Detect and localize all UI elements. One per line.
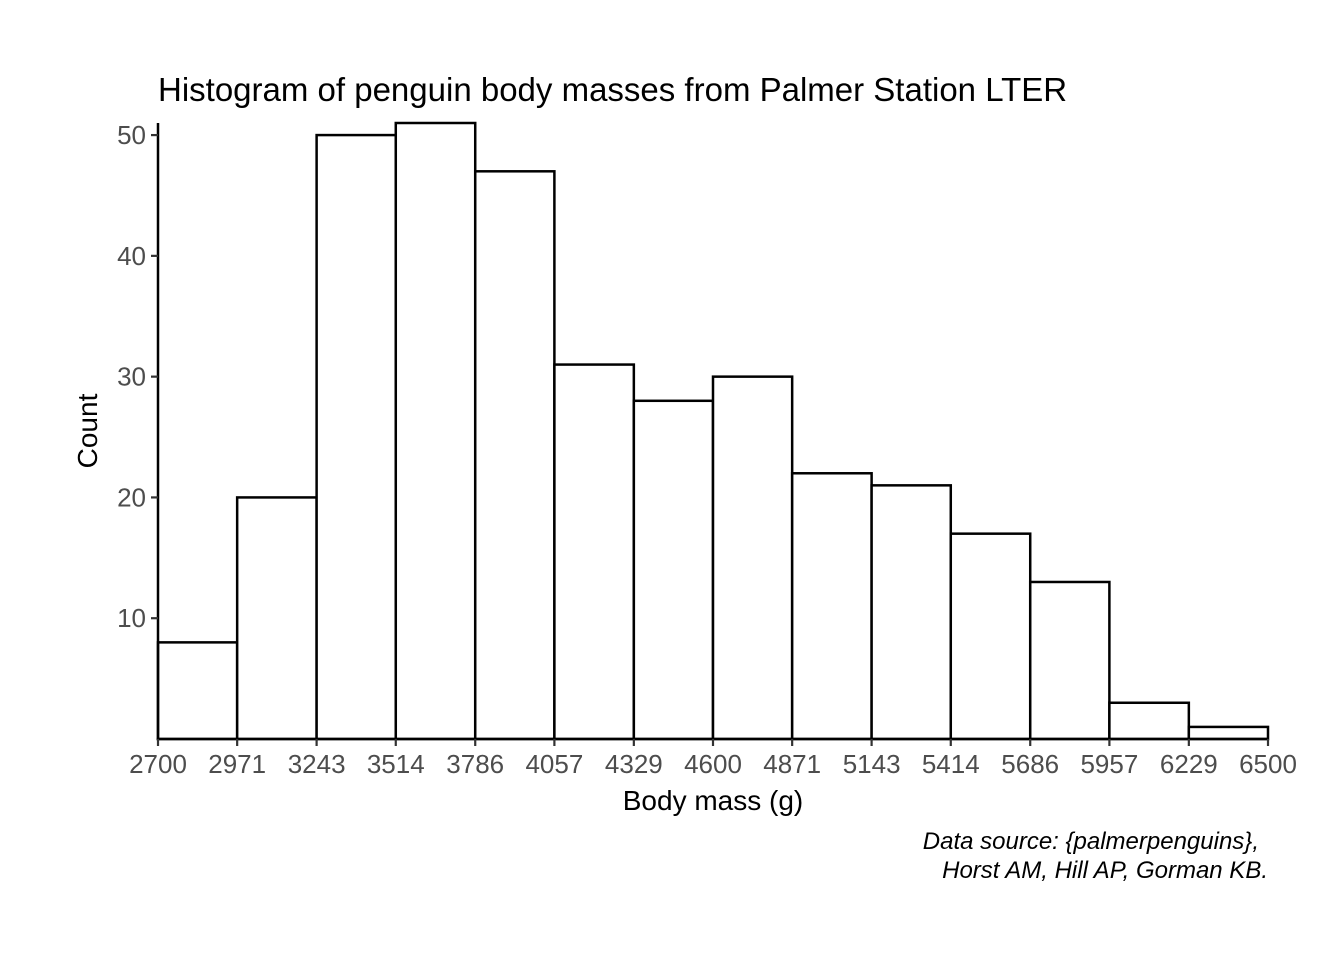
x-tick-label: 2700 xyxy=(129,749,187,779)
x-tick-label: 5143 xyxy=(843,749,901,779)
x-tick-label: 3243 xyxy=(288,749,346,779)
caption-line-2: Horst AM, Hill AP, Gorman KB. xyxy=(942,857,1268,884)
x-tick-label: 3514 xyxy=(367,749,425,779)
x-tick-label: 4600 xyxy=(684,749,742,779)
histogram-bar-7 xyxy=(632,399,715,741)
histogram-bar-5 xyxy=(473,170,556,741)
x-tick-label: 2971 xyxy=(208,749,266,779)
y-tick-label: 50 xyxy=(117,120,146,150)
x-tick-label: 3786 xyxy=(446,749,504,779)
histogram-bar-9 xyxy=(790,472,873,741)
histogram-bar-12 xyxy=(1028,580,1111,741)
x-tick-label: 4871 xyxy=(763,749,821,779)
y-tick-label: 10 xyxy=(117,603,146,633)
x-tick-label: 4329 xyxy=(605,749,663,779)
x-tick-label: 5686 xyxy=(1001,749,1059,779)
histogram-bar-1 xyxy=(156,641,239,741)
histogram-bar-13 xyxy=(1108,701,1191,741)
y-tick-label: 30 xyxy=(117,362,146,392)
histogram-bar-3 xyxy=(315,133,398,741)
y-tick-label: 20 xyxy=(117,482,146,512)
y-tick-label: 40 xyxy=(117,241,146,271)
histogram-bar-2 xyxy=(235,496,318,741)
histogram-bar-10 xyxy=(870,484,953,741)
caption-line-1: Data source: {palmerpenguins}, xyxy=(923,828,1259,855)
histogram-bar-8 xyxy=(711,375,794,741)
axes-layer: 10 20 30 40 50 2700 2971 3243 3514 3786 4057 4329 46… xyxy=(117,120,1297,779)
bars-layer xyxy=(156,121,1270,741)
y-axis-title: Count xyxy=(72,393,103,468)
x-tick-label: 4057 xyxy=(525,749,583,779)
x-tick-label: 6229 xyxy=(1160,749,1218,779)
x-tick-label: 5414 xyxy=(922,749,980,779)
histogram-bar-11 xyxy=(949,532,1032,741)
x-tick-label: 5957 xyxy=(1080,749,1138,779)
histogram-bar-4 xyxy=(394,121,477,741)
x-tick-label: 6500 xyxy=(1239,749,1297,779)
histogram-bar-6 xyxy=(553,363,636,741)
x-axis-title: Body mass (g) xyxy=(623,785,804,816)
chart-title: Histogram of penguin body masses from Pa… xyxy=(158,71,1067,108)
histogram-bar-14 xyxy=(1187,725,1270,741)
